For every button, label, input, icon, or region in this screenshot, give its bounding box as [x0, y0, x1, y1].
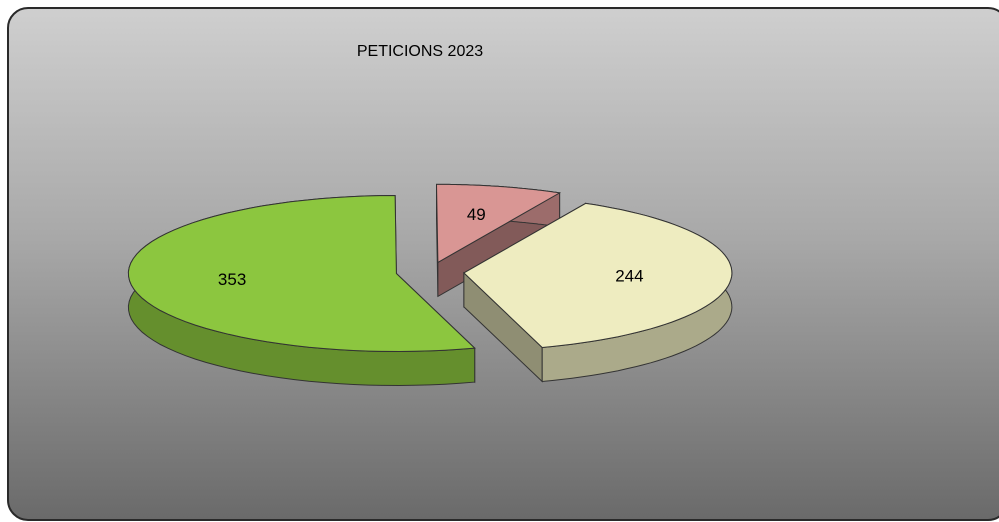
chart-title: PETICIONS 2023	[357, 43, 483, 60]
slice	[463, 202, 733, 349]
slice	[127, 194, 476, 353]
data-label: 353	[218, 270, 246, 289]
data-label: 244	[615, 267, 643, 286]
slice	[435, 183, 562, 264]
data-label: 49	[467, 205, 486, 224]
